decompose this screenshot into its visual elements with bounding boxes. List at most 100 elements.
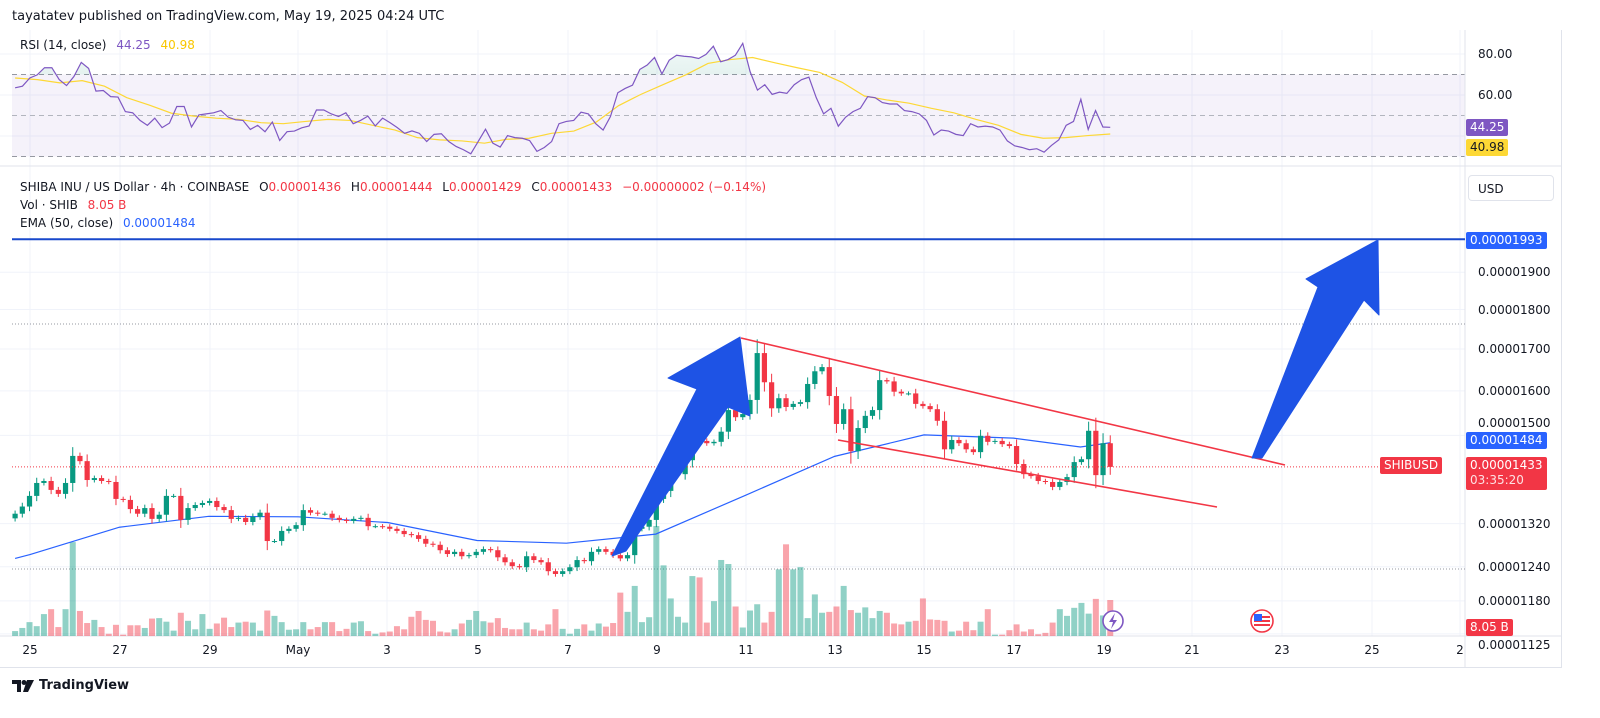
candle-body: [531, 556, 537, 561]
volume-bar: [725, 564, 732, 636]
volume-bar: [732, 606, 739, 636]
candle-body: [322, 513, 328, 515]
candle-body: [927, 406, 933, 410]
price-axis-tick: 0.00001125: [1478, 638, 1551, 652]
candle-body: [41, 480, 47, 483]
low-label: L: [442, 180, 449, 194]
volume-bar: [127, 625, 134, 636]
footer-brand[interactable]: TradingView: [12, 678, 129, 693]
candle-body: [970, 449, 976, 453]
time-axis-tick: 15: [916, 643, 932, 657]
rsi-legend[interactable]: RSI (14, close) 44.25 40.98: [20, 38, 201, 52]
candle-body: [120, 498, 126, 500]
candle-body: [293, 525, 299, 529]
volume-bar: [98, 627, 105, 636]
candle-body: [423, 538, 429, 544]
volume-bar: [249, 622, 256, 636]
volume-bar: [1071, 607, 1078, 636]
volume-bar: [271, 615, 278, 636]
volume-bar: [307, 629, 314, 636]
candle-body: [1013, 446, 1020, 465]
candle-body: [632, 528, 638, 556]
volume-bar: [1100, 615, 1107, 636]
candle-body: [315, 512, 321, 514]
candle-body: [1050, 481, 1056, 487]
rsi-pane: [14, 41, 1111, 155]
volume-bar: [790, 569, 797, 636]
volume-bar: [314, 627, 321, 636]
candle-body: [581, 560, 587, 562]
candle-body: [134, 509, 141, 514]
volume-bar: [170, 630, 177, 636]
volume-bar: [1049, 622, 1056, 636]
candle-body: [70, 455, 76, 483]
candle-body: [178, 495, 184, 520]
candle-body: [91, 478, 97, 481]
candle-body: [351, 518, 357, 521]
candle-body: [884, 380, 890, 382]
candle-body: [84, 461, 90, 481]
candle-body: [898, 391, 904, 394]
volume-bar: [955, 630, 962, 636]
volume-bar: [703, 622, 710, 636]
volume-bar: [163, 621, 170, 636]
time-axis-tick: 17: [1006, 643, 1022, 657]
volume-bar: [653, 525, 660, 636]
channel-lower-trendline[interactable]: [837, 439, 1218, 508]
volume-bar: [674, 616, 681, 636]
volume-bar: [574, 628, 581, 636]
candle-body: [732, 410, 739, 418]
candle-body: [444, 550, 450, 555]
candle-body: [603, 549, 609, 552]
close-label: C: [531, 180, 540, 194]
volume-bar: [84, 623, 91, 636]
candle-body: [718, 431, 724, 442]
volume-bar: [783, 544, 790, 636]
symbol-legend[interactable]: SHIBA INU / US Dollar · 4h · COINBASE O0…: [20, 180, 772, 194]
rally-arrow[interactable]: [611, 336, 751, 557]
ema-legend[interactable]: EMA (50, close) 0.00001484: [20, 216, 202, 230]
candle-body: [480, 549, 487, 552]
candle-body: [19, 506, 25, 514]
time-axis-tick: 2: [1456, 643, 1464, 657]
publisher-caption: tayatatev published on TradingView.com, …: [12, 9, 445, 24]
volume-bar: [602, 626, 609, 636]
volume-bar: [408, 616, 415, 636]
volume-bar: [112, 624, 119, 636]
volume-bar: [429, 620, 436, 636]
volume-bar: [1085, 613, 1092, 636]
candle-body: [466, 555, 472, 557]
bar-countdown: 03:35:20: [1470, 473, 1524, 487]
rsi-legend-label: RSI (14, close): [20, 38, 107, 52]
candle-body: [869, 410, 876, 416]
price-axis-tick: 0.00001500: [1478, 416, 1551, 430]
candle-body: [387, 526, 393, 529]
symbol-title: SHIBA INU / US Dollar · 4h · COINBASE: [20, 180, 250, 194]
ema-line: [14, 434, 1111, 559]
volume-bar: [192, 629, 199, 636]
candle-body: [48, 480, 54, 490]
candle-body: [516, 566, 523, 568]
channel-upper-trendline[interactable]: [740, 337, 1286, 466]
volume-bar: [999, 634, 1006, 636]
open-value: 0.00001436: [268, 180, 342, 194]
volume-bar: [891, 623, 898, 636]
currency-button[interactable]: USD: [1468, 175, 1554, 201]
volume-bar: [682, 622, 689, 636]
volume-bar: [199, 614, 206, 636]
candle-body: [704, 440, 710, 444]
volume-bar: [235, 622, 242, 636]
lightning-event-icon[interactable]: [1102, 610, 1124, 632]
breakout-target-arrow[interactable]: [1251, 239, 1380, 459]
volume-bar: [898, 624, 905, 636]
volume-legend[interactable]: Vol · SHIB 8.05 B: [20, 198, 132, 212]
time-axis-tick: 21: [1184, 643, 1200, 657]
candle-body: [343, 519, 350, 521]
us-flag-event-icon[interactable]: [1250, 609, 1274, 633]
volume-bar: [206, 628, 213, 636]
volume-bar: [696, 577, 703, 636]
time-axis-tick: May: [285, 643, 311, 657]
time-axis-tick: 7: [564, 643, 572, 657]
volume-bar: [494, 618, 501, 636]
